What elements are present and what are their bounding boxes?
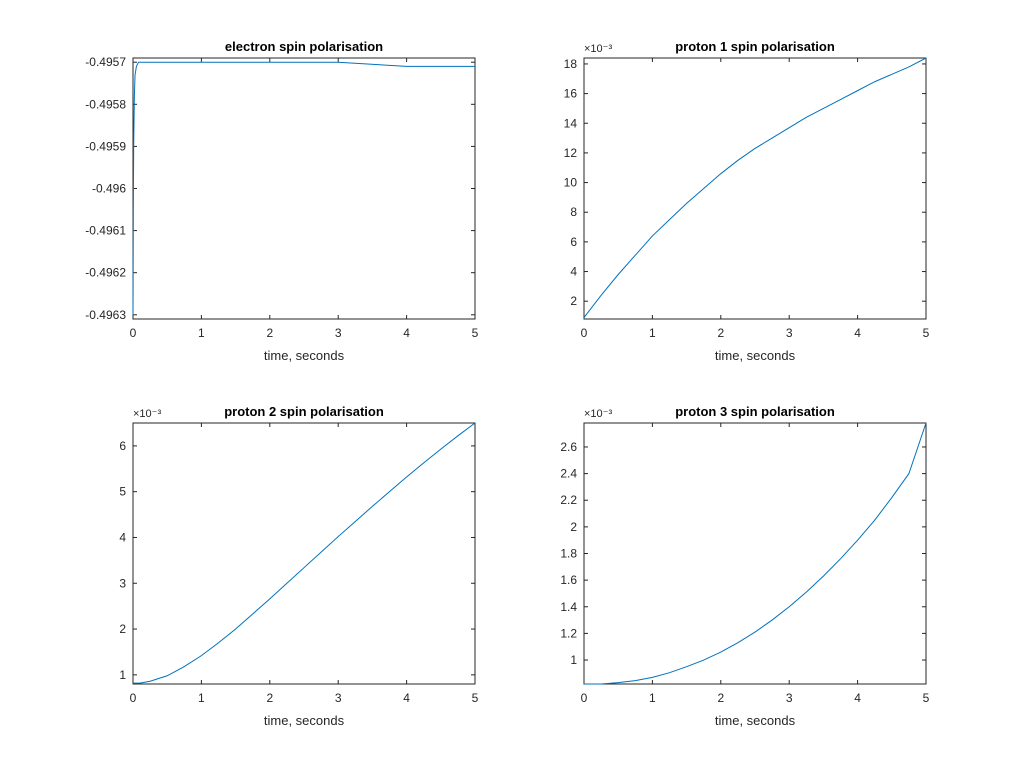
plot-title: proton 2 spin polarisation bbox=[224, 404, 384, 419]
y-tick-label: 10 bbox=[564, 176, 578, 190]
x-tick-label: 0 bbox=[581, 326, 588, 340]
y-tick-label: 1 bbox=[119, 668, 126, 682]
y-tick-label: 1.2 bbox=[560, 626, 577, 640]
x-tick-label: 3 bbox=[786, 691, 793, 705]
x-tick-label: 2 bbox=[266, 326, 273, 340]
x-tick-label: 5 bbox=[472, 326, 479, 340]
y-tick-label: -0.4959 bbox=[85, 139, 126, 153]
y-tick-label: -0.4962 bbox=[85, 266, 126, 280]
x-tick-label: 2 bbox=[717, 691, 724, 705]
x-tick-label: 2 bbox=[717, 326, 724, 340]
x-tick-label: 3 bbox=[335, 326, 342, 340]
x-tick-label: 4 bbox=[854, 691, 861, 705]
axes-box bbox=[583, 422, 927, 685]
y-tick-label: 8 bbox=[570, 205, 577, 219]
x-tick-label: 1 bbox=[649, 691, 656, 705]
x-tick-label: 3 bbox=[335, 691, 342, 705]
x-tick-label: 0 bbox=[581, 691, 588, 705]
y-tick-label: 2.2 bbox=[560, 493, 577, 507]
y-tick-label: 4 bbox=[570, 265, 577, 279]
x-tick-label: 1 bbox=[198, 691, 205, 705]
x-tick-label: 5 bbox=[923, 326, 930, 340]
y-tick-label: -0.496 bbox=[92, 182, 126, 196]
x-tick-label: 0 bbox=[130, 326, 137, 340]
x-axis-label: time, seconds bbox=[715, 713, 796, 728]
x-axis-label: time, seconds bbox=[715, 348, 796, 363]
y-tick-label: 1 bbox=[570, 653, 577, 667]
x-tick-label: 5 bbox=[472, 691, 479, 705]
x-tick-label: 1 bbox=[198, 326, 205, 340]
plot-title: electron spin polarisation bbox=[225, 39, 383, 54]
y-tick-label: -0.4957 bbox=[85, 55, 126, 69]
x-tick-label: 4 bbox=[403, 691, 410, 705]
y-tick-label: 1.8 bbox=[560, 547, 577, 561]
plot-title: proton 3 spin polarisation bbox=[675, 404, 835, 419]
plot-title: proton 1 spin polarisation bbox=[675, 39, 835, 54]
axes-box bbox=[132, 422, 476, 685]
subplot-1: 0 1 2 3 4 5 -0.4963 -0.4962 -0.4961 -0.496 -0.4959… bbox=[85, 39, 478, 363]
y-tick-label: 18 bbox=[564, 57, 578, 71]
x-tick-label: 3 bbox=[786, 326, 793, 340]
x-tick-label: 2 bbox=[266, 691, 273, 705]
y-tick-label: -0.4958 bbox=[85, 97, 126, 111]
y-tick-label: 2 bbox=[570, 294, 577, 308]
x-tick-label: 0 bbox=[130, 691, 137, 705]
x-tick-label: 4 bbox=[854, 326, 861, 340]
y-tick-label: 2.4 bbox=[560, 467, 577, 481]
subplot-4: 0 1 2 3 4 5 1 1.2 1.4 1.6 1.8 2 2.2 2.4 2.6 proton 3 sp… bbox=[560, 404, 929, 728]
y-tick-label: -0.4961 bbox=[85, 224, 126, 238]
series-line-1 bbox=[584, 422, 927, 685]
y-tick-label: 12 bbox=[564, 146, 578, 160]
x-tick-label: 4 bbox=[403, 326, 410, 340]
series-line-1 bbox=[133, 422, 476, 684]
series-line-1 bbox=[583, 57, 927, 318]
x-tick-label: 1 bbox=[649, 326, 656, 340]
axes-box bbox=[132, 57, 476, 320]
y-tick-label: 3 bbox=[119, 576, 126, 590]
series-line-1 bbox=[132, 61, 475, 315]
y-tick-label: 2.6 bbox=[560, 440, 577, 454]
x-axis-label: time, seconds bbox=[264, 348, 345, 363]
y-tick-label: 5 bbox=[119, 485, 126, 499]
x-tick-label: 5 bbox=[923, 691, 930, 705]
y-tick-label: 16 bbox=[564, 87, 578, 101]
y-exponent-label: ×10⁻³ bbox=[584, 43, 612, 55]
y-tick-label: 2 bbox=[119, 622, 126, 636]
y-tick-label: -0.4963 bbox=[85, 308, 126, 322]
y-tick-label: 1.4 bbox=[560, 600, 577, 614]
y-exponent-label: ×10⁻³ bbox=[133, 408, 161, 420]
axes-box bbox=[583, 57, 927, 320]
y-tick-label: 1.6 bbox=[560, 573, 577, 587]
y-tick-label: 14 bbox=[564, 116, 578, 130]
y-tick-label: 4 bbox=[119, 530, 126, 544]
y-tick-label: 6 bbox=[119, 439, 126, 453]
y-tick-label: 2 bbox=[570, 520, 577, 534]
y-tick-label: 6 bbox=[570, 235, 577, 249]
y-exponent-label: ×10⁻³ bbox=[584, 408, 612, 420]
x-axis-label: time, seconds bbox=[264, 713, 345, 728]
